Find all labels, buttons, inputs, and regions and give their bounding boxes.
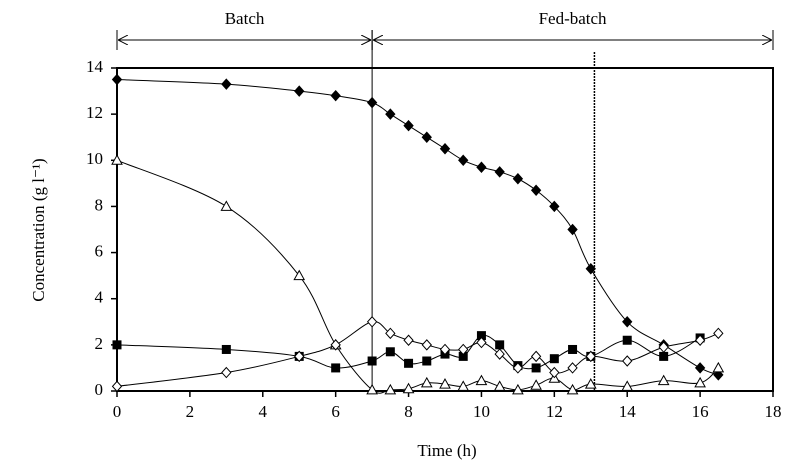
marker [457, 380, 470, 391]
marker [658, 341, 669, 353]
x-axis-label: Time (h) [417, 441, 476, 460]
series-line [116, 159, 719, 394]
marker [476, 161, 487, 173]
marker [512, 362, 524, 374]
marker [366, 96, 378, 109]
marker [494, 348, 505, 360]
x-tick-label: 10 [473, 402, 490, 421]
x-tick-label: 18 [765, 402, 782, 421]
marker [659, 351, 669, 361]
x-tick-label: 2 [186, 402, 195, 421]
y-tick-label: 0 [95, 380, 104, 399]
marker [402, 382, 415, 394]
marker [566, 383, 579, 395]
marker [330, 89, 341, 102]
series-line [116, 79, 719, 376]
marker [385, 327, 396, 340]
y-tick-label: 6 [95, 241, 104, 260]
marker [111, 380, 123, 393]
marker [111, 73, 123, 86]
marker [112, 340, 122, 350]
marker [622, 335, 632, 345]
y-tick-label: 2 [95, 334, 104, 353]
marker [385, 108, 396, 120]
y-tick-label: 10 [86, 149, 103, 168]
marker [621, 380, 634, 391]
marker [657, 374, 670, 386]
marker [221, 366, 232, 379]
marker [622, 355, 633, 367]
marker [111, 154, 123, 165]
marker [385, 347, 395, 357]
marker [567, 223, 578, 236]
marker [476, 336, 487, 349]
marker [458, 343, 469, 356]
marker [531, 363, 541, 373]
marker [420, 376, 433, 388]
marker [512, 383, 524, 395]
series-line [116, 321, 719, 387]
marker [403, 119, 414, 132]
marker [439, 143, 451, 155]
marker [584, 378, 597, 389]
marker [367, 356, 377, 366]
marker [330, 339, 341, 351]
marker [622, 316, 633, 328]
plot-frame [116, 67, 774, 392]
x-tick-label: 4 [259, 402, 268, 421]
marker [293, 269, 306, 281]
x-tick-label: 16 [692, 402, 709, 421]
marker [549, 354, 559, 364]
marker [475, 374, 488, 386]
marker [694, 376, 706, 388]
marker [549, 366, 560, 379]
marker [404, 358, 414, 368]
marker [493, 380, 506, 391]
marker [439, 343, 451, 356]
marker [567, 362, 578, 374]
x-tick-label: 12 [546, 402, 563, 421]
marker [495, 340, 505, 350]
marker [439, 378, 451, 389]
span-label: Fed-batch [539, 9, 607, 28]
marker [384, 383, 397, 395]
marker [458, 154, 469, 167]
marker [494, 166, 505, 178]
marker [421, 131, 432, 143]
y-tick-label: 8 [95, 195, 104, 214]
y-tick-label: 12 [86, 103, 103, 122]
marker [221, 344, 231, 354]
marker [585, 262, 596, 275]
marker [713, 327, 724, 340]
marker [421, 339, 432, 351]
x-tick-label: 6 [331, 402, 340, 421]
marker [585, 350, 596, 363]
marker [530, 350, 542, 363]
marker [568, 344, 578, 354]
marker [530, 379, 542, 390]
x-tick-label: 8 [404, 402, 413, 421]
x-tick-label: 14 [619, 402, 637, 421]
marker [294, 350, 305, 363]
y-axis-label: Concentration (g l⁻¹) [29, 158, 48, 301]
marker [694, 362, 706, 374]
marker [366, 316, 378, 328]
marker [422, 356, 432, 366]
x-tick-label: 0 [113, 402, 122, 421]
marker [694, 334, 706, 346]
marker [366, 383, 378, 395]
y-tick-label: 14 [86, 57, 104, 76]
marker [331, 363, 341, 373]
marker [712, 361, 725, 373]
marker [403, 334, 414, 346]
marker [530, 184, 542, 197]
marker [294, 85, 305, 97]
marker [512, 172, 524, 185]
y-tick-label: 4 [95, 288, 104, 307]
marker [549, 200, 560, 213]
span-label: Batch [225, 9, 265, 28]
marker [221, 78, 232, 90]
marker [220, 200, 233, 211]
